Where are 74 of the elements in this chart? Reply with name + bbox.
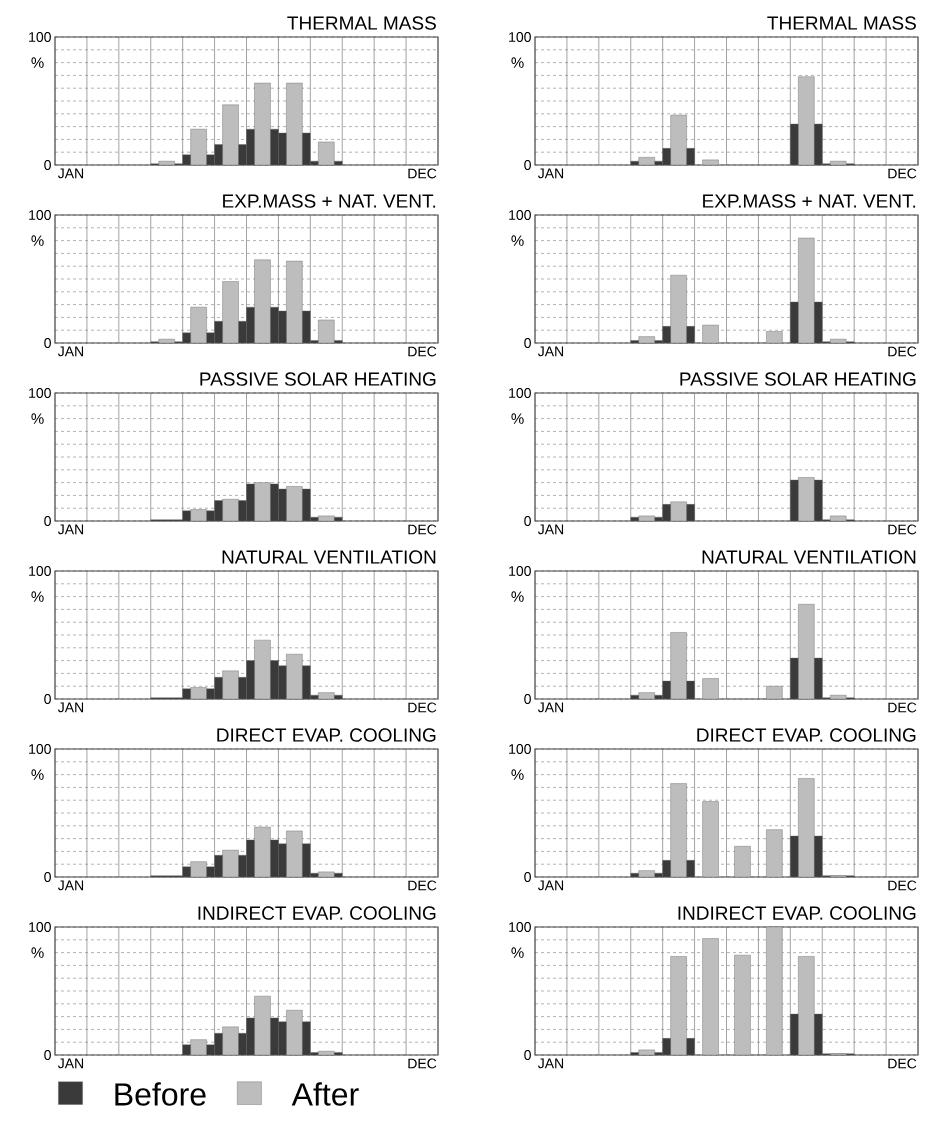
y-tick-label: 100 (509, 566, 531, 576)
x-tick-label: DEC (888, 1058, 917, 1069)
y-tick-label: 0 (44, 338, 51, 348)
y-axis-title: % (31, 769, 44, 780)
y-tick-label: 100 (29, 32, 51, 42)
x-tick-label: DEC (888, 168, 917, 179)
x-tick-label: DEC (888, 880, 917, 891)
y-axis-title: % (511, 947, 524, 958)
y-tick-label: 100 (509, 388, 531, 398)
x-tick-label: DEC (408, 880, 437, 891)
y-tick-label: 0 (524, 160, 531, 170)
y-axis-title: % (31, 235, 44, 246)
y-axis-title: % (511, 591, 524, 602)
y-tick-label: 0 (44, 694, 51, 704)
chart-title: DIRECT EVAP. COOLING (697, 728, 916, 742)
y-tick-label: 100 (509, 744, 531, 754)
x-tick-label: JAN (57, 346, 84, 357)
y-tick-label: 100 (29, 922, 51, 932)
legend-label: Before (115, 1082, 206, 1106)
chart-title: THERMAL MASS (287, 16, 436, 30)
chart-title: NATURAL VENTILATION (222, 550, 436, 564)
y-tick-label: 100 (509, 922, 531, 932)
y-tick-label: 0 (44, 516, 51, 526)
y-tick-label: 100 (509, 210, 531, 220)
x-tick-label: JAN (537, 1058, 564, 1069)
x-tick-label: JAN (57, 1058, 84, 1069)
y-tick-label: 100 (29, 388, 51, 398)
chart-title: INDIRECT EVAP. COOLING (198, 906, 436, 920)
chart-title: THERMAL MASS (767, 16, 916, 30)
y-axis-title: % (511, 769, 524, 780)
x-tick-label: JAN (537, 346, 564, 357)
y-tick-label: 0 (44, 872, 51, 882)
chart-title: EXP.MASS + NAT. VENT. (703, 194, 916, 208)
x-tick-label: JAN (57, 702, 84, 713)
legend-label: After (291, 1082, 359, 1106)
y-tick-label: 100 (29, 744, 51, 754)
y-axis-title: % (511, 57, 524, 68)
y-axis-title: % (31, 591, 44, 602)
chart-title: INDIRECT EVAP. COOLING (678, 906, 916, 920)
y-axis-title: % (511, 235, 524, 246)
y-tick-label: 0 (524, 872, 531, 882)
x-tick-label: JAN (537, 524, 564, 535)
y-axis-title: % (31, 413, 44, 424)
x-tick-label: DEC (408, 702, 437, 713)
y-tick-label: 0 (524, 694, 531, 704)
y-tick-label: 100 (29, 210, 51, 220)
y-axis-title: % (31, 947, 44, 958)
y-tick-label: 100 (29, 566, 51, 576)
x-tick-label: JAN (57, 880, 84, 891)
chart-title: PASSIVE SOLAR HEATING (200, 372, 436, 386)
x-tick-label: DEC (408, 168, 437, 179)
chart-title: DIRECT EVAP. COOLING (217, 728, 436, 742)
y-tick-label: 0 (44, 160, 51, 170)
y-tick-label: 0 (524, 338, 531, 348)
x-tick-label: DEC (888, 702, 917, 713)
x-tick-label: JAN (537, 880, 564, 891)
y-tick-label: 0 (44, 1050, 51, 1060)
x-tick-label: JAN (57, 524, 84, 535)
x-tick-label: JAN (537, 168, 564, 179)
y-axis-title: % (31, 57, 44, 68)
chart-title: PASSIVE SOLAR HEATING (680, 372, 916, 386)
x-tick-label: DEC (888, 346, 917, 357)
x-tick-label: JAN (57, 168, 84, 179)
y-axis-title: % (511, 413, 524, 424)
x-tick-label: DEC (408, 346, 437, 357)
x-tick-label: DEC (408, 524, 437, 535)
x-tick-label: DEC (408, 1058, 437, 1069)
y-tick-label: 0 (524, 516, 531, 526)
chart-title: EXP.MASS + NAT. VENT. (223, 194, 436, 208)
x-tick-label: DEC (888, 524, 917, 535)
chart-title: NATURAL VENTILATION (702, 550, 916, 564)
y-tick-label: 0 (524, 1050, 531, 1060)
x-tick-label: JAN (537, 702, 564, 713)
y-tick-label: 100 (509, 32, 531, 42)
